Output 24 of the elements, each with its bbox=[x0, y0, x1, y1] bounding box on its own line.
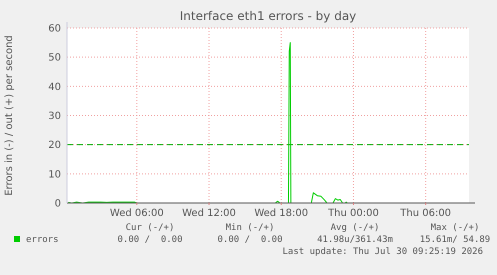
text: 0.00 / 0.00 bbox=[217, 235, 283, 245]
y-axis-title: Errors in (-) / out (+) per second bbox=[4, 35, 15, 196]
x-tick-label: Wed 12:00 bbox=[182, 208, 236, 219]
y-tick-label: 0 bbox=[54, 198, 61, 210]
y-tick-label: 50 bbox=[48, 52, 61, 64]
y-tick-label: 30 bbox=[48, 111, 61, 122]
text: Cur (-/+) bbox=[126, 223, 174, 233]
text: Min (-/+) bbox=[226, 223, 274, 233]
y-tick-label: 10 bbox=[48, 169, 61, 180]
text: 15.61m/ 54.89 bbox=[420, 235, 490, 245]
y-tick-label: 40 bbox=[48, 82, 61, 93]
x-tick-label: Wed 06:00 bbox=[110, 208, 164, 219]
x-tick-label: Thu 00:00 bbox=[327, 208, 379, 219]
text: 41.98u/361.43m bbox=[317, 235, 393, 245]
x-tick-label: Wed 18:00 bbox=[254, 208, 308, 219]
x-tick-label: Thu 06:00 bbox=[399, 208, 452, 219]
legend-label: errors bbox=[26, 235, 59, 245]
chart-title: Interface eth1 errors - by day bbox=[180, 9, 356, 23]
text: Avg (-/+) bbox=[330, 223, 380, 233]
y-tick-label: 20 bbox=[48, 140, 61, 152]
text: 0.00 / 0.00 bbox=[117, 235, 183, 245]
y-tick-label: 60 bbox=[48, 24, 61, 34]
text: Last update: Thu Jul 30 09:25:19 2026 bbox=[282, 247, 483, 257]
text: Max (-/+) bbox=[430, 223, 480, 233]
